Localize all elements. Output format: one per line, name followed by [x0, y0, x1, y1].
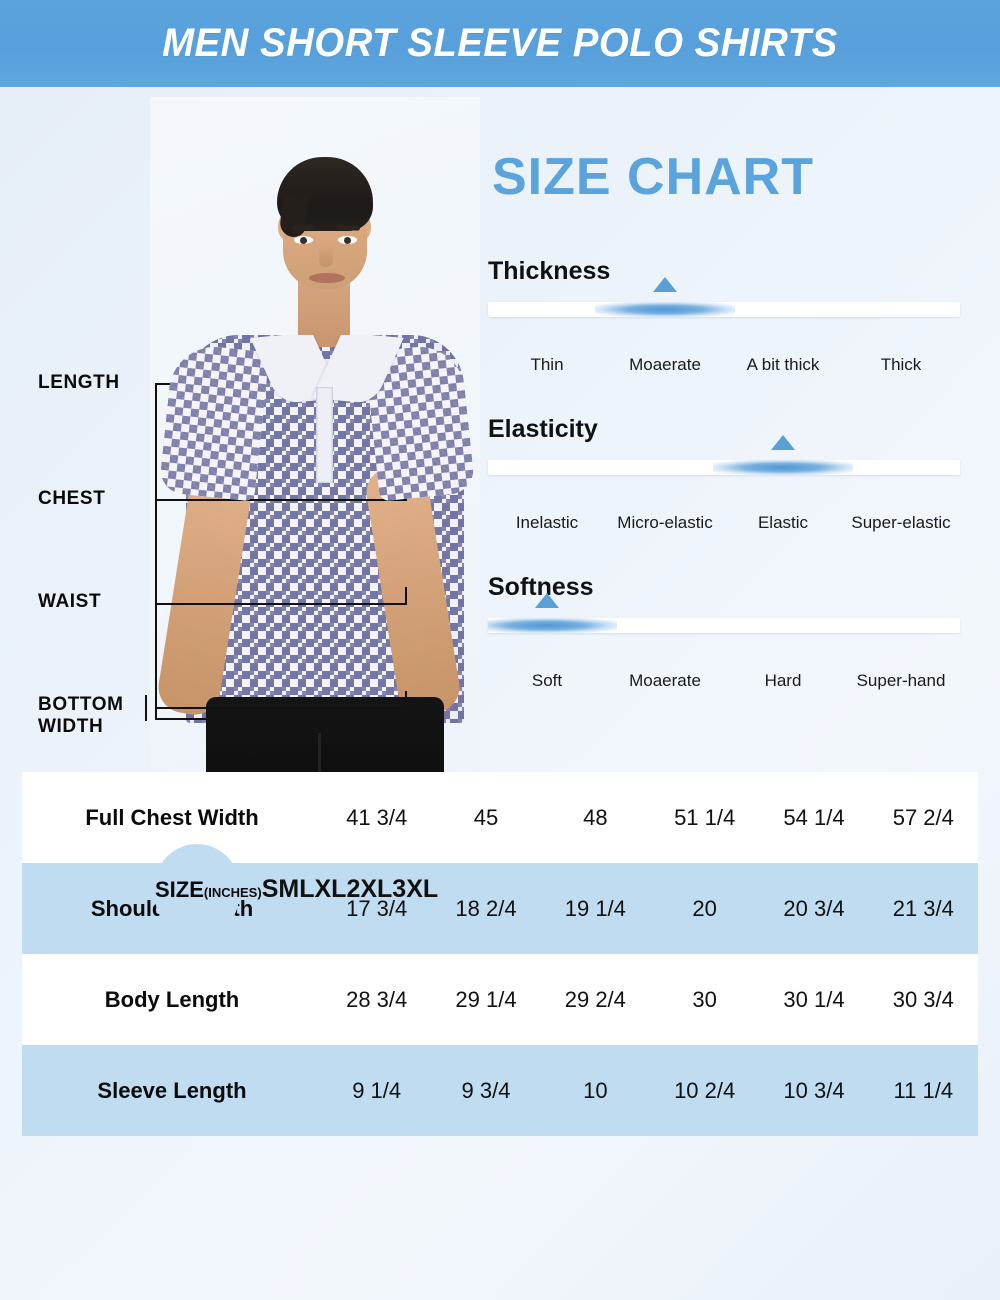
table-header-row: SIZE(INCHES) S M L XL 2XL 3XL — [155, 844, 438, 935]
thickness-slider[interactable] — [488, 302, 960, 317]
nose — [319, 245, 333, 267]
measurement-label-bottom-width: BOTTOM WIDTH — [38, 694, 124, 738]
column-header-m: M — [278, 875, 300, 903]
table-cell: 10 2/4 — [674, 1077, 736, 1103]
column-header-xl: XL — [314, 875, 347, 903]
row-label: Body Length — [104, 986, 240, 1012]
eye-left — [294, 236, 313, 244]
table-cell: 51 1/4 — [674, 804, 736, 830]
column-header-s: S — [261, 875, 279, 903]
row-label: Full Chest Width — [85, 804, 259, 830]
scale-label: Thin — [530, 355, 564, 374]
column-header-l: L — [299, 875, 315, 903]
elasticity-scale-labels: Inelastic Micro-elastic Elastic Super-el… — [488, 513, 960, 535]
table-cell: 10 3/4 — [783, 1077, 845, 1103]
table-cell: 19 1/4 — [564, 895, 626, 921]
waist-guide-end-tick — [405, 587, 407, 605]
thickness-scale-labels: Thin Moaerate A bit thick Thick — [488, 355, 960, 377]
column-header-2xl: 2XL — [346, 875, 393, 903]
scale-label: Hard — [764, 671, 802, 690]
table-cell: 21 3/4 — [892, 895, 954, 921]
elasticity-slider[interactable] — [488, 460, 960, 475]
hair — [277, 157, 373, 231]
table-cell: 30 1/4 — [783, 986, 845, 1012]
scale-label: Soft — [531, 671, 563, 690]
measurement-label-waist: WAIST — [38, 591, 102, 612]
pants — [206, 697, 444, 777]
table-row: Full Chest Width 41 3/4 45 48 51 1/4 54 … — [22, 772, 978, 863]
scale-label: Thick — [880, 355, 922, 374]
bottom-width-line1: BOTTOM — [38, 694, 124, 715]
bottom-width-line2: WIDTH — [38, 715, 104, 737]
table-cell: 9 1/4 — [352, 1077, 402, 1103]
scale-label: A bit thick — [746, 355, 820, 374]
table-cell: 20 3/4 — [783, 895, 845, 921]
table-cell: 29 2/4 — [564, 986, 626, 1012]
column-header-3xl: 3XL — [392, 875, 439, 903]
table-cell: 29 1/4 — [455, 986, 517, 1012]
table-cell: 10 — [583, 1077, 608, 1103]
table-cell: 20 — [692, 895, 717, 921]
bottom-width-guide-line — [155, 707, 407, 709]
softness-slider[interactable] — [488, 618, 960, 633]
chest-guide-line — [155, 499, 407, 501]
slider-fill-blob — [488, 618, 617, 633]
header-banner: MEN SHORT SLEEVE POLO SHIRTS — [0, 0, 1000, 87]
scale-label: Micro-elastic — [617, 513, 713, 532]
attribute-thickness: Thickness Thin Moaerate A bit thick Thic… — [488, 257, 960, 377]
corner-unit: (INCHES) — [203, 884, 262, 900]
elasticity-slider-marker — [771, 435, 795, 450]
attribute-elasticity: Elasticity Inelastic Micro-elastic Elast… — [488, 415, 960, 535]
scale-label: Super-elastic — [851, 513, 951, 532]
table-cell: 18 2/4 — [455, 895, 517, 921]
slider-fill-blob — [713, 460, 853, 475]
length-guide-vertical-line — [155, 383, 157, 719]
scale-label: Super-hand — [856, 671, 946, 690]
row-label: Sleeve Length — [97, 1077, 247, 1103]
attribute-title: Elasticity — [488, 415, 598, 443]
content-area: LENGTH CHEST WAIST BOTTOM WIDTH SIZE CHA… — [0, 87, 1000, 1300]
table-cell: 48 — [583, 804, 608, 830]
thickness-slider-marker — [653, 277, 677, 292]
size-chart-title: SIZE CHART — [492, 148, 814, 206]
scale-label: Elastic — [757, 513, 809, 532]
slider-fill-blob — [595, 302, 735, 317]
table-cell: 45 — [473, 804, 499, 830]
placket — [316, 387, 333, 483]
table-row: Body Length 28 3/4 29 1/4 29 2/4 30 30 1… — [22, 954, 978, 1045]
table-cell: 11 1/4 — [893, 1077, 954, 1103]
table-cell: 9 3/4 — [461, 1077, 511, 1103]
measurement-label-chest: CHEST — [38, 488, 106, 509]
bottom-width-guide-end-tick — [405, 691, 407, 709]
table-cell: 41 3/4 — [346, 804, 408, 830]
length-guide-end-cap — [145, 695, 147, 721]
table-cell: 30 — [692, 986, 717, 1012]
table-cell: 57 2/4 — [892, 804, 954, 830]
table-cell: 54 1/4 — [783, 804, 845, 830]
length-guide-bottom-tick — [155, 718, 207, 720]
model-photo — [150, 97, 480, 777]
table-cell: 28 3/4 — [346, 986, 408, 1012]
table-row: Sleeve Length 9 1/4 9 3/4 10 10 2/4 10 3… — [22, 1045, 978, 1136]
waist-guide-line — [155, 603, 407, 605]
eye-right — [338, 236, 357, 244]
table-cell: 30 3/4 — [892, 986, 954, 1012]
sleeve-left — [158, 342, 270, 502]
table-cell: 17 3/4 — [346, 895, 408, 921]
mouth — [309, 273, 345, 283]
banner-title: MEN SHORT SLEEVE POLO SHIRTS — [162, 21, 838, 65]
table-corner-cell: SIZE(INCHES) — [155, 877, 262, 903]
scale-label: Inelastic — [515, 513, 579, 532]
softness-slider-marker — [535, 593, 559, 608]
measurement-label-length: LENGTH — [38, 372, 120, 393]
size-table: SIZE(INCHES) S M L XL 2XL 3XL Full Chest… — [22, 772, 978, 1136]
attribute-softness: Softness Soft Moaerate Hard Super-hand — [488, 573, 960, 693]
scale-label: Moaerate — [629, 355, 701, 374]
attribute-title: Thickness — [488, 257, 611, 285]
softness-scale-labels: Soft Moaerate Hard Super-hand — [488, 671, 960, 693]
corner-label: SIZE — [155, 876, 204, 902]
scale-label: Moaerate — [629, 671, 701, 690]
